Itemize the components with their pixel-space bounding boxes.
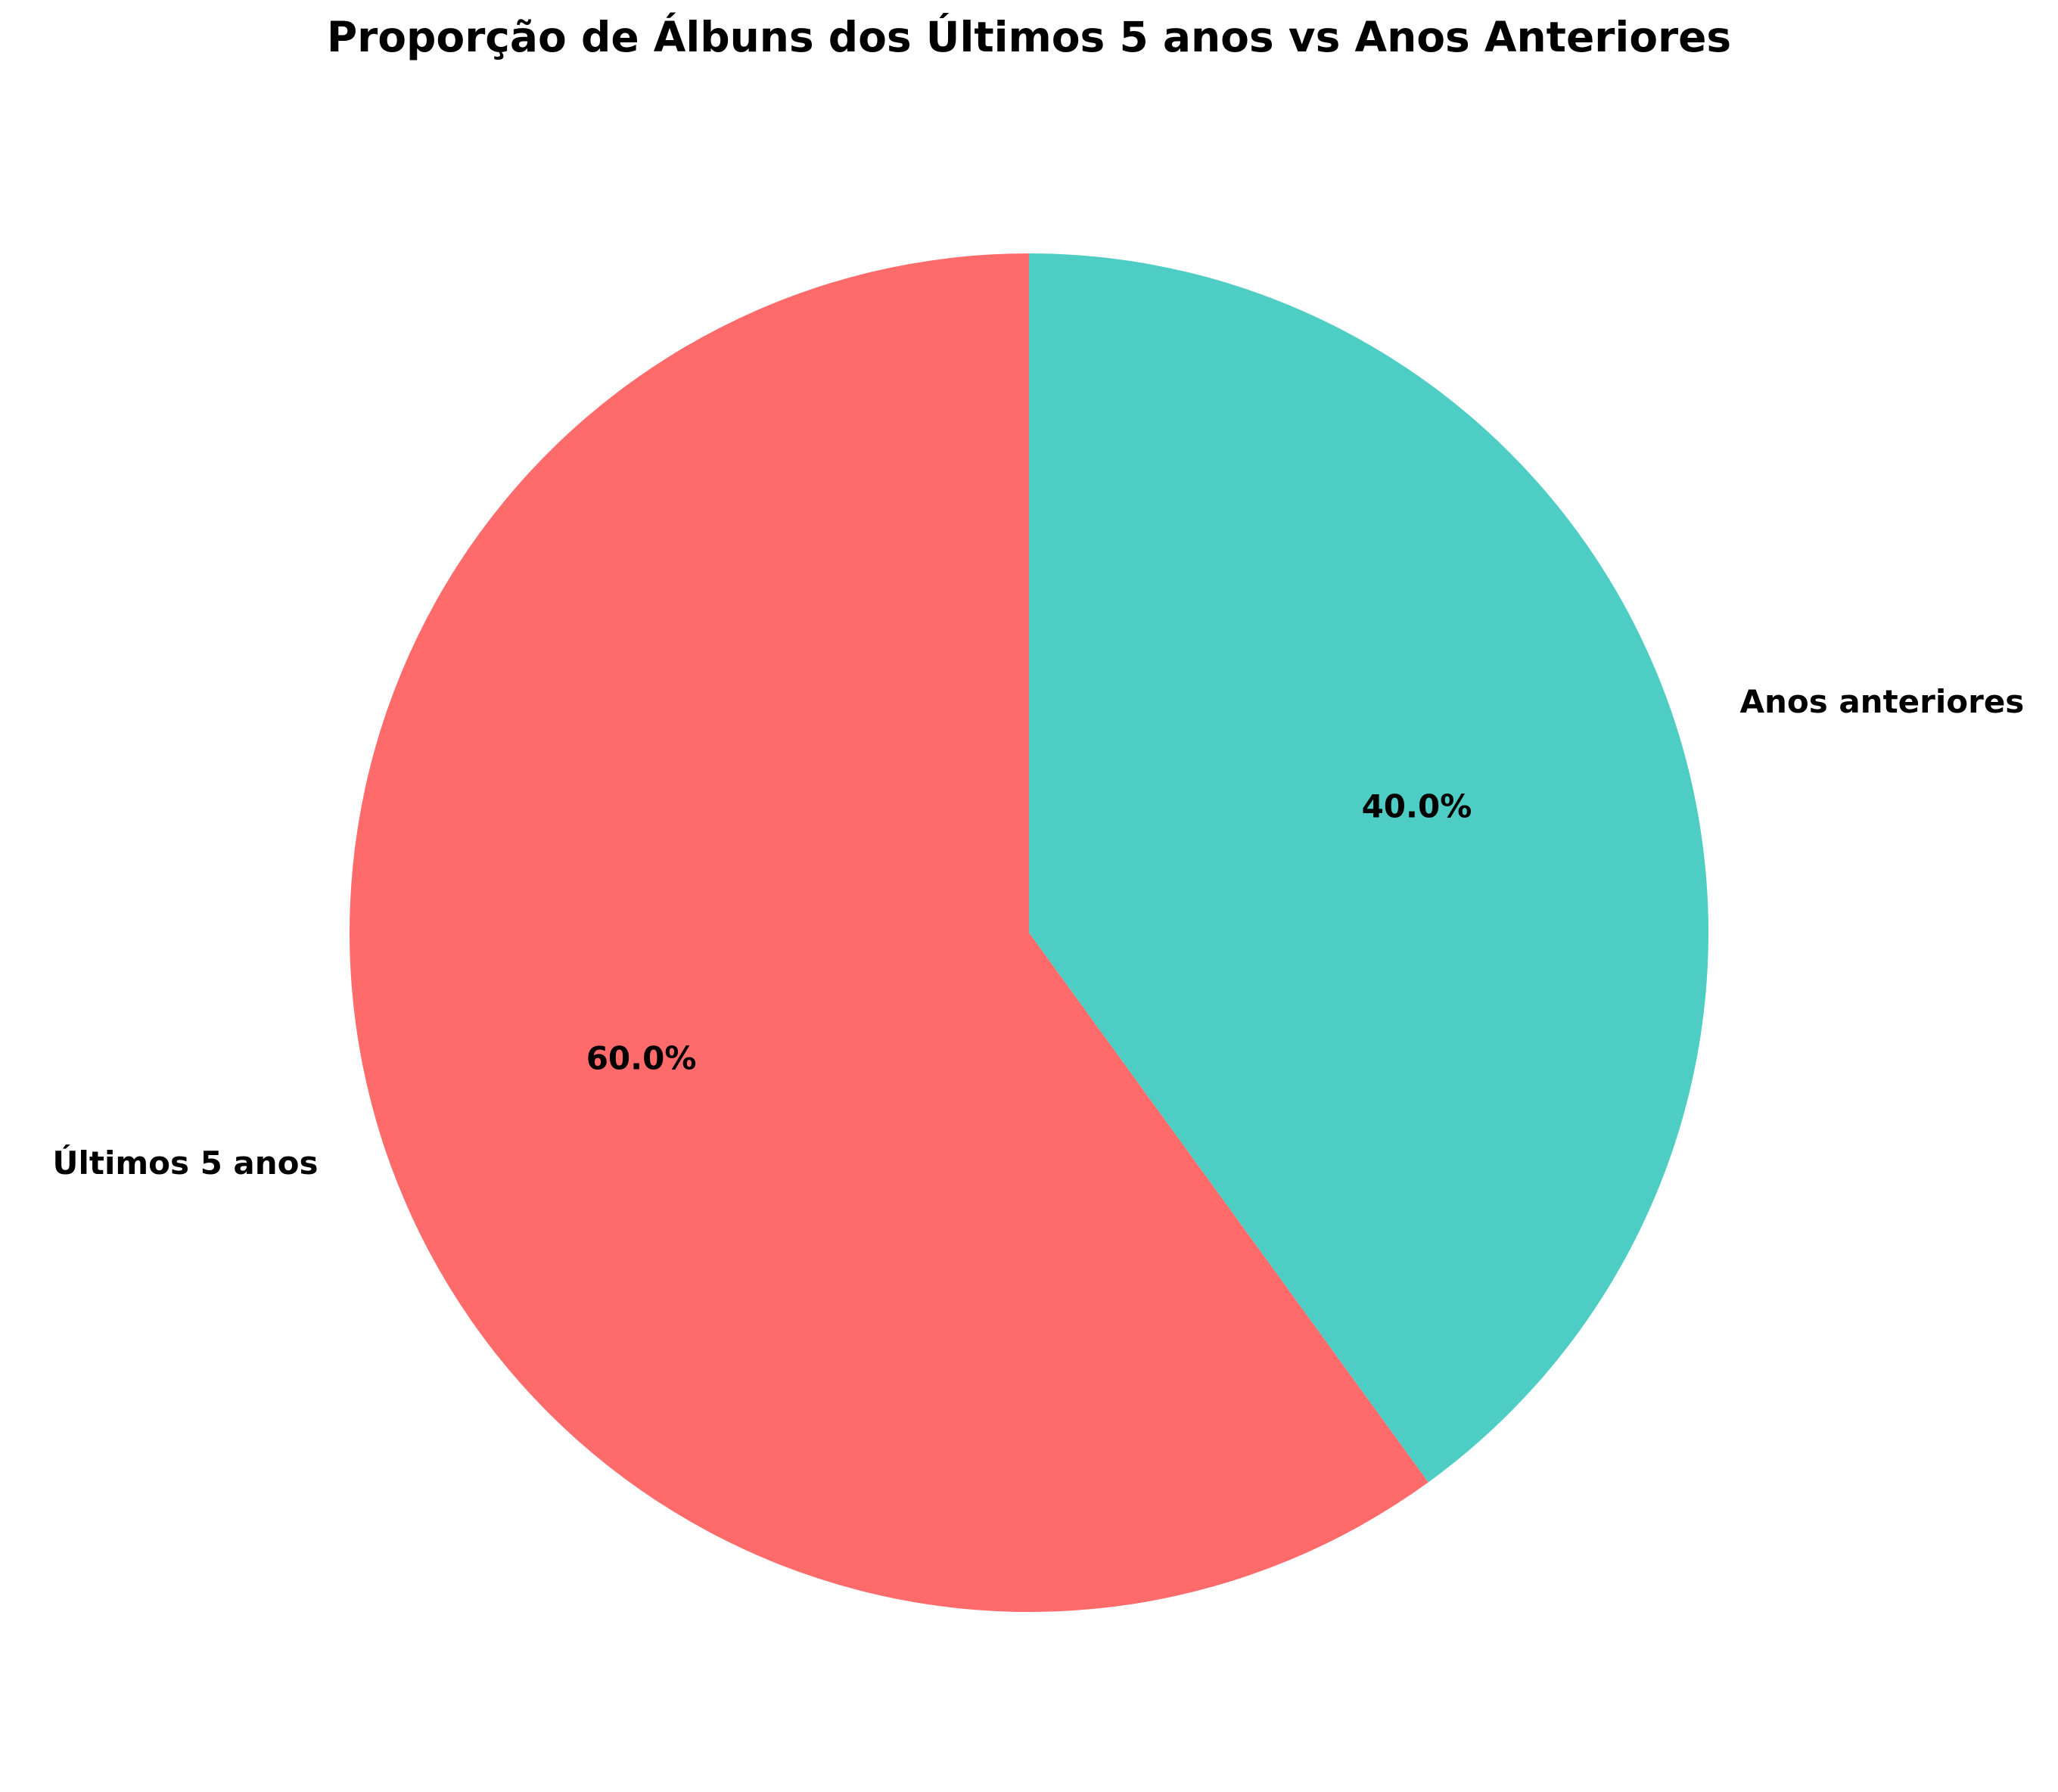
chart-title: Proporção de Álbuns dos Últimos 5 anos v… [327,13,1731,61]
slices-layer [350,253,1709,1612]
pie-slice-1 [350,253,1428,1612]
slice-label-2: Anos anteriores [1739,683,2024,720]
labels-layer: Últimos 5 anos 60.0% Anos anteriores 40.0% [52,683,2024,1182]
slice-label-1: Últimos 5 anos [52,1144,318,1182]
pie-slice-2 [1029,253,1709,1483]
percent-label-1: 60.0% [586,1039,697,1076]
percent-label-2: 40.0% [1362,788,1472,825]
